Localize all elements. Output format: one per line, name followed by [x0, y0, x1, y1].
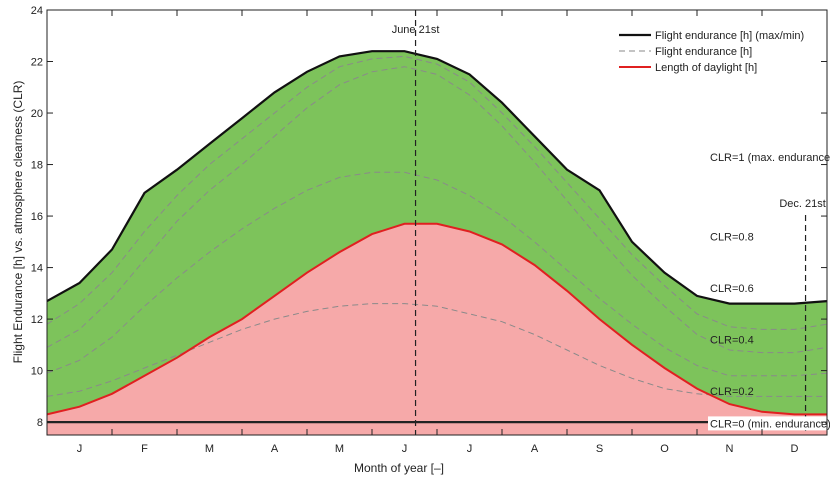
y-tick-label: 10: [31, 366, 43, 378]
endurance-line-clr-0-8: [46, 55, 828, 330]
x-tick-label: M: [335, 443, 344, 455]
legend-entry: Length of daylight [h]: [655, 62, 757, 74]
plot-fills: [47, 51, 827, 435]
endurance-line-clr-0-2: [46, 303, 827, 397]
daylight-line: [46, 222, 827, 416]
daylight-area: [47, 223, 827, 435]
marker-label: Dec. 21st: [779, 198, 825, 210]
curve-label: CLR=0 (min. endurance): [710, 418, 830, 430]
x-tick-label: A: [531, 443, 539, 455]
endurance-line-clr-0-6: [46, 66, 828, 354]
x-tick-label: O: [660, 443, 669, 455]
curve-labels: CLR=1 (max. endurance) CLR=0.8 CLR=0.6 CLR=…: [708, 152, 830, 431]
y-axis-label: Flight Endurance [h] vs. atmosphere clea…: [11, 81, 25, 364]
legend-entry: Flight endurance [h] (max/min): [655, 30, 804, 42]
max-endurance-line: [46, 50, 828, 305]
curve-label-bg: [708, 416, 830, 431]
x-axis-label: Month of year [–]: [354, 461, 444, 475]
y-tick-label: 24: [31, 5, 43, 17]
y-tick-label: 18: [31, 160, 43, 172]
x-tick-label: N: [726, 443, 734, 455]
y-tick-label: 20: [31, 108, 43, 120]
y-tick-label: 14: [31, 263, 43, 275]
x-tick-label: J: [467, 443, 473, 455]
curve-label: CLR=0.8: [710, 232, 754, 244]
curve-label: CLR=0.4: [710, 335, 754, 347]
y-tick-label: 8: [37, 417, 43, 429]
plot-markers: June 21st Dec. 21st: [392, 10, 826, 435]
curve-label: CLR=0.6: [710, 283, 754, 295]
y-tick-label: 16: [31, 211, 43, 223]
x-tick-label: S: [596, 443, 603, 455]
x-tick-label: F: [141, 443, 148, 455]
plot-lines: [46, 50, 828, 424]
curve-label: CLR=0.2: [710, 386, 754, 398]
y-tick-label: 12: [31, 314, 43, 326]
endurance-line-clr-0-4: [46, 171, 828, 377]
y-tick-label: 22: [31, 57, 43, 69]
legend: Flight endurance [h] (max/min) Flight end…: [619, 30, 804, 74]
x-tick-label: J: [402, 443, 408, 455]
marker-label: June 21st: [392, 24, 440, 36]
x-tick-label: J: [77, 443, 83, 455]
x-tick-label: M: [205, 443, 214, 455]
x-tick-label: D: [791, 443, 799, 455]
legend-entry: Flight endurance [h]: [655, 46, 752, 58]
x-tick-label: A: [271, 443, 279, 455]
y-axis: 8 10 12 14 16 18 20 22 24: [31, 5, 827, 429]
curve-label: CLR=1 (max. endurance): [710, 152, 830, 164]
